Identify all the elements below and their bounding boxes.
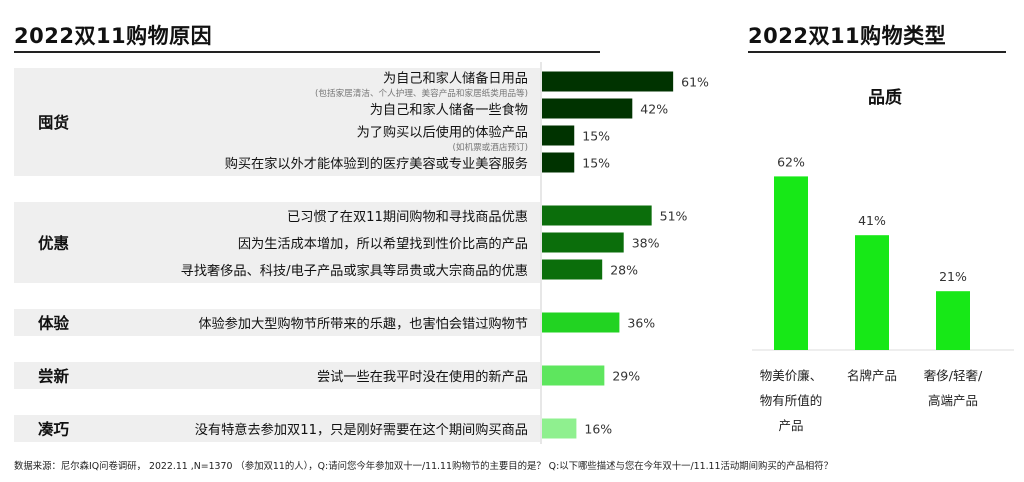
bar: [855, 235, 889, 350]
bar: [542, 312, 620, 333]
group-band: [14, 309, 540, 336]
purchase-reasons-chart: 囤货 为自己和家人储备日用品(包括家居清洁、个人护理、美容产品和家居纸类用品等) 6…: [14, 62, 709, 444]
group-label: 尝新: [38, 367, 70, 386]
group-band: [14, 68, 540, 176]
bar-category-label: 体验参加大型购物节所带来的乐趣，也害怕会错过购物节: [198, 315, 528, 332]
bar-value-label: 29%: [612, 369, 640, 384]
bar-value-label: 61%: [681, 75, 709, 90]
bar-category-label: 寻找奢侈品、科技/电子产品或家具等昂贵或大宗商品的优惠: [181, 262, 528, 279]
category-label: 名牌产品: [847, 368, 897, 383]
bar-category-label: 尝试一些在我平时没在使用的新产品: [317, 368, 528, 385]
bar: [774, 176, 808, 350]
group-label: 体验: [38, 314, 70, 333]
bar-category-label: 为自己和家人储备日用品: [383, 70, 528, 87]
bar-value-label: 38%: [632, 236, 660, 251]
left-chart-title: 2022双11购物原因: [14, 24, 213, 48]
group-label: 优惠: [38, 234, 69, 253]
group-label: 凑巧: [38, 420, 70, 439]
bar: [542, 259, 603, 280]
bar-value-label: 15%: [582, 156, 610, 171]
category-label: 奢侈/轻奢/: [924, 368, 983, 383]
right-chart-title: 2022双11购物类型: [748, 24, 947, 48]
bar-value-label: 15%: [582, 129, 610, 144]
bar: [542, 418, 577, 439]
bar-value-label: 51%: [660, 209, 688, 224]
bar: [542, 232, 624, 253]
bar-category-label: 没有特意去参加双11，只是刚好需要在这个期间购买商品: [195, 421, 528, 438]
right-title-underline: [748, 51, 1006, 53]
bar: [542, 98, 633, 119]
bar: [542, 152, 575, 173]
category-label: 物美价廉、: [760, 368, 823, 383]
category-label: 高端产品: [928, 393, 978, 408]
bar-category-label: 已习惯了在双11期间购物和寻找商品优惠: [287, 208, 528, 225]
subchart-title: 品质: [868, 88, 902, 108]
bar: [542, 125, 575, 146]
data-source-footnote: 数据来源：尼尔森IQ问卷调研， 2022.11 ,N=1370 （参加双11的人…: [14, 461, 833, 472]
bar-category-label: 为了购买以后使用的体验产品: [357, 124, 528, 141]
bar-value-label: 62%: [777, 154, 805, 169]
bar-value-label: 41%: [858, 213, 886, 228]
bar-value-label: 21%: [939, 269, 967, 284]
bar: [542, 71, 674, 92]
group-label: 囤货: [38, 113, 69, 132]
bar: [936, 291, 970, 350]
bar-value-label: 36%: [627, 316, 655, 331]
bar-value-label: 42%: [640, 102, 668, 117]
bar-value-label: 28%: [610, 263, 638, 278]
left-title-underline: [14, 51, 600, 53]
category-label: 产品: [778, 418, 803, 433]
group-band: [14, 362, 540, 389]
bar: [542, 365, 605, 386]
bar-category-label: 为自己和家人储备一些食物: [370, 101, 528, 118]
category-label: 物有所值的: [760, 393, 823, 408]
bar-value-label: 16%: [584, 422, 612, 437]
bar-category-label: 购买在家以外才能体验到的医疗美容或专业美容服务: [225, 155, 528, 172]
bar: [542, 205, 652, 226]
group-band: [14, 202, 540, 283]
group-band: [14, 415, 540, 442]
bar-category-label: 因为生活成本增加，所以希望找到性价比高的产品: [238, 235, 528, 252]
bar-category-note: (包括家居清洁、个人护理、美容产品和家居纸类用品等): [315, 87, 528, 99]
bar-category-note: (如机票或酒店预订): [453, 141, 528, 153]
